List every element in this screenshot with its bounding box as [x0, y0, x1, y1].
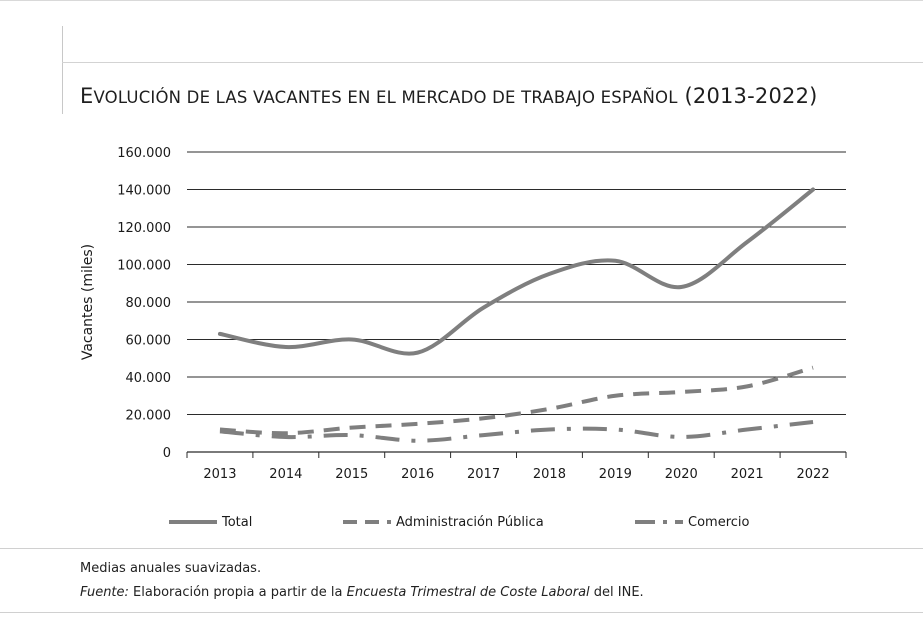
legend-swatch-total [169, 520, 217, 524]
bottom-border [0, 612, 923, 613]
source-text-1: Elaboración propia a partir de la [128, 585, 347, 600]
y-tick-label: 140.000 [117, 184, 171, 199]
series-line-total [217, 187, 816, 356]
x-tick-label: 2015 [335, 467, 368, 482]
legend-label-administracion: Administración Pública [396, 514, 544, 530]
legend-item-total: Total [168, 510, 252, 534]
chart-title-text: volución de las vacantes en el mercado d… [93, 88, 678, 107]
top-border [0, 0, 923, 1]
x-tick-label: 2014 [269, 467, 302, 482]
header-vertical-rule [62, 26, 63, 114]
x-tick-label: 2017 [467, 467, 500, 482]
y-tick-label: 0 [163, 446, 171, 461]
x-tick-label: 2016 [401, 467, 434, 482]
y-tick-label: 100.000 [117, 259, 171, 274]
x-tick-label: 2021 [731, 467, 764, 482]
y-tick-label: 20.000 [126, 409, 172, 424]
chart-legend: Total Administración Pública Comercio [0, 510, 923, 534]
x-tick-label: 2013 [203, 467, 236, 482]
legend-label-total: Total [222, 514, 253, 530]
legend-label-comercio: Comercio [688, 514, 750, 530]
footer-divider [0, 548, 923, 549]
source-text-2: del INE. [589, 585, 644, 600]
legend-item-comercio: Comercio [634, 510, 749, 534]
chart-title-years: (2013-2022) [684, 84, 818, 108]
header-horizontal-rule [62, 62, 923, 63]
x-tick-label: 2019 [599, 467, 632, 482]
source-label: Fuente: [80, 585, 129, 600]
chart-title-initial: E [80, 84, 94, 108]
legend-swatch-administracion [343, 520, 391, 524]
y-axis-label: Vacantes (miles) [80, 244, 96, 360]
chart-source: Fuente: Elaboración propia a partir de l… [80, 585, 644, 600]
y-tick-label: 80.000 [126, 296, 172, 311]
legend-item-administracion: Administración Pública [342, 510, 544, 534]
y-tick-label: 40.000 [126, 371, 172, 386]
chart-title: Evolución de las vacantes en el mercado … [80, 84, 818, 108]
series-line-administracion-publica [219, 365, 814, 436]
y-tick-label: 120.000 [117, 221, 171, 236]
line-chart: 0 20.000 40.000 60.000 80.000 100.000 120.000 1… [80, 146, 847, 482]
x-tick-label: 2018 [533, 467, 566, 482]
chart-note: Medias anuales suavizadas. [80, 561, 262, 576]
source-italic-title: Encuesta Trimestral de Coste Laboral [346, 585, 590, 600]
x-tick-label: 2022 [797, 467, 830, 482]
y-tick-label: 60.000 [126, 334, 172, 349]
x-tick-label: 2020 [665, 467, 698, 482]
legend-swatch-comercio [635, 520, 683, 524]
y-tick-label: 160.000 [117, 146, 171, 161]
series-line-comercio [219, 420, 814, 443]
